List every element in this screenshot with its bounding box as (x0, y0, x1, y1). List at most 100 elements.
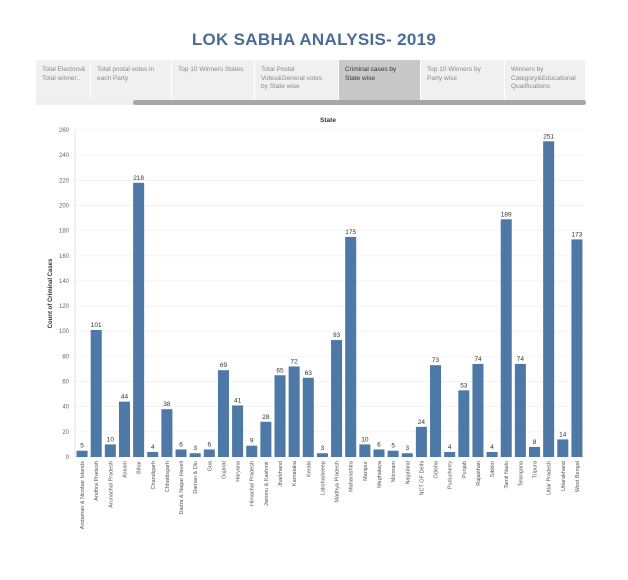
bar-value-label: 5 (391, 443, 395, 450)
bar-value-label: 3 (405, 445, 409, 452)
bar-value-label: 9 (250, 438, 254, 445)
y-axis-ticks: 0 20 40 60 80 100 120 140 160 180 200 220 240 260 (59, 128, 70, 461)
y-tick-label: 220 (59, 178, 70, 184)
gridlines (74, 129, 584, 458)
bar-value-label: 4 (151, 444, 155, 451)
x-tick-label: Telangana (518, 460, 524, 486)
bar (288, 366, 300, 457)
x-tick-label: Rajasthan (476, 461, 482, 486)
tab-total-postal-votes-party[interactable]: Total postal votes in each Party (91, 60, 172, 100)
tab-label: Criminal cases by State wise (345, 66, 397, 82)
x-tick-label: Jharkhand (278, 461, 284, 487)
y-tick-label: 140 (59, 279, 70, 285)
bar (260, 421, 272, 457)
bar (274, 375, 286, 457)
x-tick-label: Odisha (434, 460, 440, 478)
x-tick-label: Kerala (306, 460, 312, 477)
bar (133, 182, 145, 458)
bar-value-label: 10 (107, 436, 115, 443)
y-tick-label: 60 (62, 380, 69, 386)
bar (373, 449, 385, 457)
bar (500, 219, 512, 457)
x-tick-label: Assam (122, 461, 128, 478)
x-tick-label: Andhra Pradesh (94, 461, 100, 501)
bar-value-label: 6 (179, 441, 183, 448)
x-tick-label: Uttar Pradesh (547, 461, 553, 495)
bar (316, 453, 328, 457)
bar-value-label: 251 (543, 133, 554, 140)
tab-label: Total Electors& Total winner.. (42, 66, 86, 82)
bar (557, 439, 569, 457)
bar-value-label: 4 (490, 444, 494, 451)
bar-value-label: 14 (559, 431, 567, 438)
bar (217, 370, 229, 457)
x-tick-label: Jammu & Kashmir (264, 461, 270, 506)
x-tick-label: Chhattisgarh (165, 461, 171, 492)
criminal-cases-bar-chart: State Count of Criminal Cases 0 20 40 60 80 1… (48, 117, 584, 529)
x-tick-label: Manipur (363, 461, 369, 481)
bar (528, 446, 541, 457)
y-tick-label: 160 (59, 254, 70, 260)
bar (118, 401, 131, 457)
bar (401, 453, 413, 457)
tab-scrollbar[interactable] (133, 100, 586, 105)
bar-value-label: 3 (321, 445, 325, 452)
y-tick-label: 200 (59, 203, 70, 209)
x-tick-label: Mizoram (391, 461, 397, 483)
bar-value-label: 63 (305, 370, 313, 377)
x-tick-label: Tripura (533, 460, 539, 478)
chart-title: State (320, 117, 336, 124)
bar (232, 405, 244, 457)
tab-total-electors[interactable]: Total Electors& Total winner.. (36, 60, 91, 100)
x-tick-label: Maharashtra (349, 460, 355, 492)
bar-value-label: 3 (193, 445, 197, 452)
bar (175, 449, 187, 457)
bar (415, 426, 427, 457)
bar-value-label: 24 (418, 419, 426, 426)
x-tick-label: West Bengal (575, 461, 581, 492)
tab-winners-category-education[interactable]: Winners by Category&Educational Qualific… (505, 60, 586, 100)
tab-criminal-cases-state[interactable]: Criminal cases by State wise (339, 60, 421, 100)
bar (161, 409, 173, 457)
tab-label: Winners by Category&Educational Qualific… (511, 66, 576, 90)
bar-value-label: 189 (501, 211, 512, 218)
x-tick-label: Tamil Nadu (504, 461, 510, 489)
tab-top-10-winners-states[interactable]: Top 10 Winners States (172, 60, 255, 100)
x-tick-label: Meghalaya (377, 460, 383, 488)
tab-postal-general-votes-state[interactable]: Total Postal Votes&General votes by Stat… (255, 60, 339, 100)
tab-label: Top 10 Winners by Party wise (427, 66, 481, 82)
x-tick-label: Punjab (462, 461, 468, 478)
bar-value-label: 5 (80, 443, 84, 450)
x-tick-label: Haryana (236, 460, 242, 482)
bar (246, 445, 258, 457)
bar (76, 450, 88, 457)
bar (458, 390, 470, 457)
x-tick-label: Puducherry (448, 461, 454, 489)
y-tick-label: 100 (59, 329, 70, 335)
tab-top-10-winners-party[interactable]: Top 10 Winners by Party wise (421, 60, 505, 100)
bar (147, 451, 159, 457)
bar-value-label: 53 (460, 382, 468, 389)
x-axis-ticks: Andaman & Nicobar Islands Andhra Pradesh A… (80, 460, 581, 529)
bar-value-label: 4 (448, 444, 452, 451)
y-tick-label: 120 (59, 304, 70, 310)
y-tick-label: 260 (59, 128, 70, 134)
bar (345, 236, 357, 457)
bar (189, 453, 201, 457)
bar (387, 450, 399, 457)
x-tick-label: Arunachal Pradesh (108, 461, 114, 508)
bar (302, 377, 314, 457)
x-tick-label: Andaman & Nicobar Islands (80, 461, 86, 529)
y-axis-label: Count of Criminal Cases (48, 258, 54, 328)
bar-value-label: 65 (276, 367, 284, 374)
x-tick-label: Chandigarh (151, 461, 157, 489)
x-tick-label: NCT OF Delhi (419, 461, 425, 495)
y-tick-label: 20 (62, 430, 69, 436)
x-tick-label: Dadra & Nagar Haveli (179, 461, 185, 515)
bar-value-label: 173 (572, 231, 583, 238)
y-tick-label: 40 (62, 405, 69, 411)
bar (486, 451, 498, 457)
y-tick-label: 240 (59, 153, 70, 159)
bar (331, 340, 343, 457)
